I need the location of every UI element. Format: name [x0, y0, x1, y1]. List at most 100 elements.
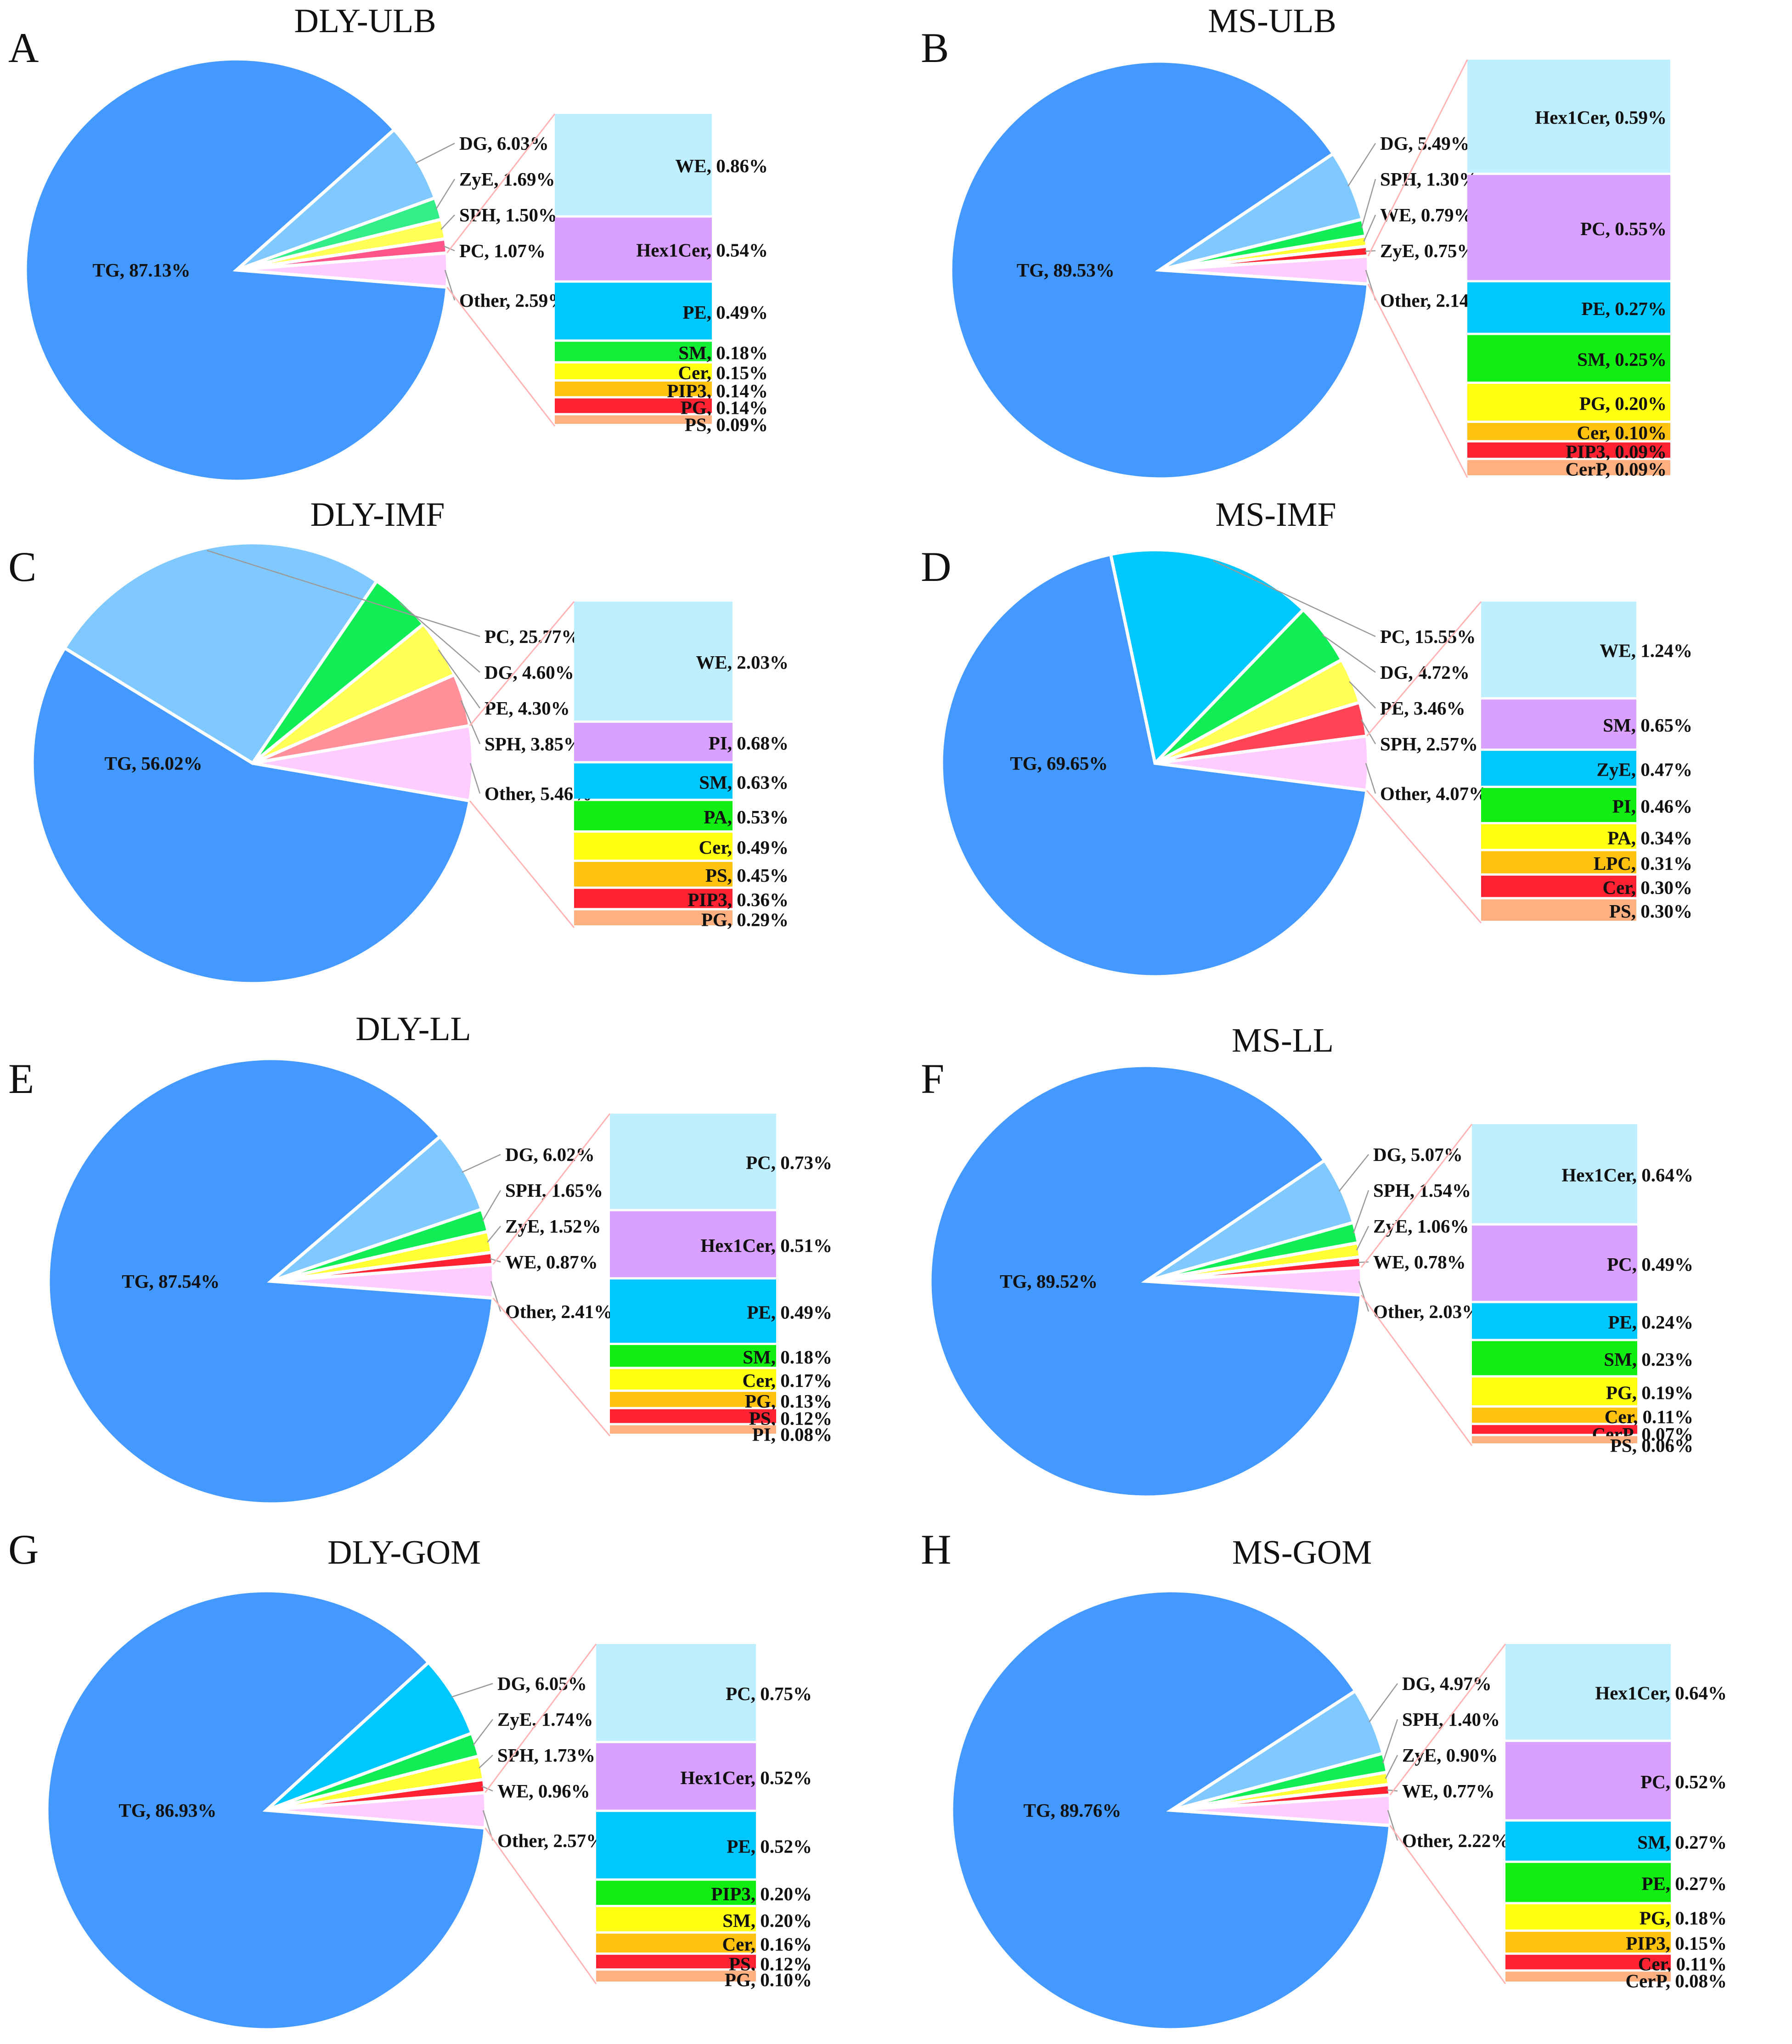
bar-label-pe: PE, 0.27% — [1581, 298, 1667, 319]
connector-top — [446, 113, 556, 253]
slice-label-sph: SPH, 1.30% — [1380, 169, 1478, 190]
bar-segment-pc — [1467, 175, 1670, 280]
panel-a: A DLY-ULB TG, 87.13% Other, 2.59% PC, 1.07% S… — [8, 2, 768, 483]
leader-line — [479, 1755, 493, 1769]
bar-label-cerp: CerP, 0.09% — [1565, 459, 1667, 480]
panel-letter: H — [921, 1526, 951, 1573]
slice-tg — [46, 1057, 495, 1506]
connector-top — [469, 601, 575, 726]
leader-line — [1382, 1719, 1398, 1763]
breakdown-bar: Hex1Cer, 0.59% PC, 0.55% PE, 0.27% SM, 0.25… — [1467, 60, 1670, 480]
connector-bottom — [492, 1297, 611, 1436]
bar-label-lpc: LPC, 0.31% — [1594, 853, 1692, 874]
bar-segment-sm — [555, 342, 712, 361]
slice-label-tg: TG, 56.02% — [105, 753, 203, 774]
bar-label-pip3: PIP3, 0.20% — [711, 1883, 812, 1904]
slice-label-pc: PC, 1.07% — [459, 240, 546, 261]
bar-label-pa: PA, 0.34% — [1607, 827, 1692, 848]
bar-label-cer: Cer, 0.11% — [1638, 1954, 1727, 1975]
slice-label-pe: PE, 4.30% — [485, 698, 570, 719]
connector-top — [1389, 1644, 1506, 1796]
leader-line — [1212, 560, 1376, 637]
bar-segment-ps — [596, 1954, 756, 1969]
pie-labels: TG, 89.53%Other, 2.14%ZyE, 0.75%WE, 0.79… — [1017, 133, 1488, 311]
connector-bottom — [469, 800, 575, 928]
bar-label-pg: PG, 0.18% — [1640, 1908, 1727, 1929]
connector-top — [1360, 1124, 1473, 1268]
bar-segment-pc — [1472, 1225, 1637, 1301]
leader-line — [435, 179, 456, 210]
slice-other — [252, 724, 475, 803]
bar-segment-cer — [574, 833, 733, 860]
bar-segment-pi — [574, 723, 733, 761]
bar-segment-cerp — [1472, 1425, 1637, 1434]
slice-label-sph: SPH, 1.54% — [1373, 1180, 1471, 1201]
panel-title: MS-LL — [1232, 1022, 1334, 1059]
leader-line — [440, 214, 455, 230]
bar-label-pip3: PIP3, 0.09% — [1566, 441, 1667, 462]
bar-label-pc: PC, 0.75% — [726, 1683, 812, 1704]
connector-bottom — [485, 1827, 597, 1984]
bar-label-sm: SM, 0.18% — [743, 1346, 832, 1368]
bar-segment-ps — [610, 1409, 776, 1423]
slice-tg — [45, 1589, 487, 2032]
connector-top — [492, 1113, 611, 1265]
slice-label-pc: PC, 15.55% — [1380, 626, 1476, 647]
bar-label-pa: PA, 0.53% — [704, 806, 789, 828]
slice-label-sph: SPH, 3.85% — [485, 733, 582, 755]
panel-title: DLY-GOM — [327, 1534, 481, 1571]
bar-segment-pg — [574, 910, 733, 925]
bar-segment-cer — [610, 1369, 776, 1390]
leader-line — [490, 1281, 502, 1312]
bar-label-hex1cer: Hex1Cer, 0.51% — [700, 1235, 832, 1256]
leader-line — [462, 1154, 501, 1173]
leader-line — [473, 1719, 493, 1746]
slice-label-we: WE, 0.77% — [1402, 1780, 1495, 1802]
bar-label-pi: PI, 0.46% — [1612, 796, 1692, 817]
pie — [46, 1057, 496, 1506]
slice-label-other: Other, 2.03% — [1373, 1301, 1481, 1322]
panel-title: DLY-LL — [355, 1010, 471, 1048]
leader-line — [1363, 214, 1376, 242]
slice-dg — [265, 1660, 474, 1812]
bar-segment-we — [1481, 602, 1636, 698]
bar-segment-pe — [1505, 1863, 1671, 1902]
bar-segment-pip3 — [574, 889, 733, 908]
bar-segment-ps — [1472, 1436, 1637, 1443]
bar-label-pg: PG, 0.14% — [681, 397, 768, 418]
slice-label-zye: ZyE, 1.69% — [459, 169, 555, 190]
breakdown-bar: Hex1Cer, 0.64% PC, 0.52% SM, 0.27% PE, 0.27… — [1505, 1644, 1727, 1991]
bar-label-pip3: PIP3, 0.14% — [667, 380, 768, 401]
leader-line — [1385, 1755, 1398, 1779]
leader-line — [1361, 179, 1376, 229]
bar-segment-sm — [1505, 1821, 1671, 1861]
slice-label-tg: TG, 89.53% — [1017, 259, 1115, 281]
bar-segment-zye — [1481, 751, 1636, 786]
bar-segment-sm — [1472, 1341, 1637, 1375]
bar-label-hex1cer: Hex1Cer, 0.54% — [636, 240, 768, 261]
bar-segment-pa — [1481, 824, 1636, 849]
bar-segment-sm — [610, 1345, 776, 1367]
bar-segment-pe — [555, 282, 712, 340]
bar-segment-pip3 — [596, 1881, 756, 1905]
bar-segment-pg — [1472, 1377, 1637, 1406]
bar-segment-ps — [555, 415, 712, 424]
slice-label-sph: SPH, 1.65% — [505, 1180, 603, 1201]
panel-letter: D — [921, 543, 951, 590]
pie — [23, 57, 450, 483]
slice-pc — [62, 541, 379, 766]
bar-label-pe: PE, 0.49% — [682, 302, 768, 323]
bar-label-cer: Cer, 0.15% — [678, 362, 768, 383]
bar-segment-pc — [596, 1644, 756, 1741]
bar-segment-pa — [574, 801, 733, 831]
leader-line — [469, 763, 481, 794]
bar-segment-pi — [610, 1425, 776, 1434]
leader-line — [460, 700, 481, 744]
bar-segment-ps — [1481, 899, 1636, 921]
bar-label-pg: PG, 0.19% — [1606, 1382, 1693, 1403]
bar-label-pe: PE, 0.27% — [1641, 1873, 1727, 1894]
pie — [949, 59, 1370, 481]
bar-label-ps: PS, 0.09% — [685, 414, 768, 435]
connector-lines — [485, 1644, 597, 1984]
leader-line — [207, 550, 480, 637]
